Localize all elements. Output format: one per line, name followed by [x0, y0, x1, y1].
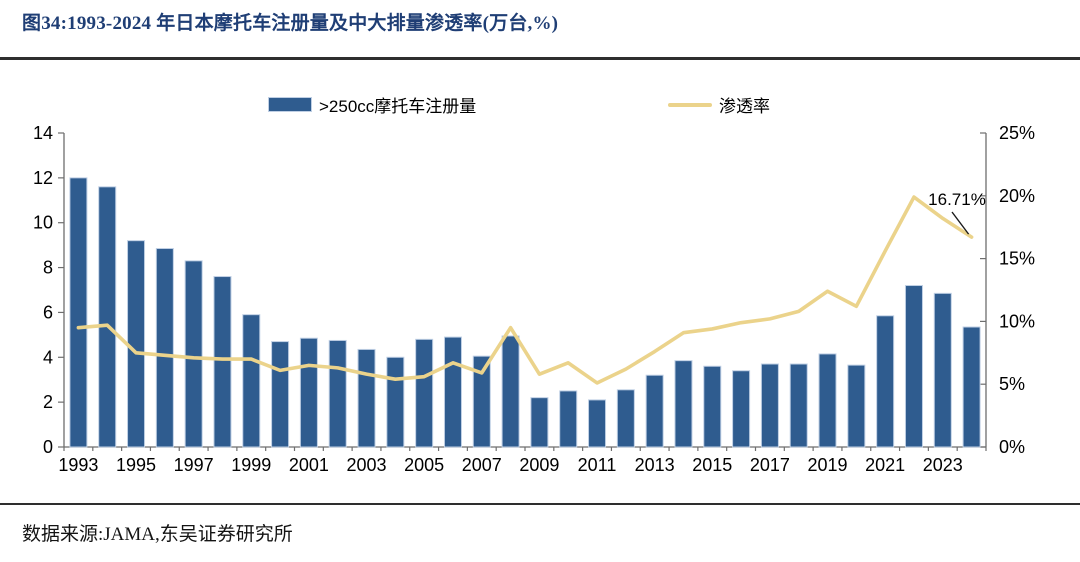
left-axis-tick-label: 12: [33, 168, 53, 188]
bar-2012: [616, 389, 635, 448]
right-axis-tick-label: 15%: [999, 249, 1035, 269]
x-axis-tick-label: 2021: [865, 455, 905, 475]
bar-1993: [69, 177, 88, 448]
bar-2022: [904, 285, 923, 448]
right-axis-tick-label: 25%: [999, 123, 1035, 143]
x-axis-tick-label: 2023: [923, 455, 963, 475]
left-axis-tick-label: 4: [43, 347, 53, 367]
bar-2018: [789, 363, 808, 448]
x-axis-tick-label: 2003: [347, 455, 387, 475]
right-axis-tick-label: 5%: [999, 374, 1025, 394]
bar-2017: [760, 363, 779, 448]
x-axis-tick-label: 2001: [289, 455, 329, 475]
legend-label-registrations: >250cc摩托车注册量: [319, 97, 477, 116]
x-axis-tick-label: 2007: [462, 455, 502, 475]
bar-2014: [674, 360, 693, 448]
title-divider: [0, 57, 1080, 60]
x-axis-tick-label: 1999: [231, 455, 271, 475]
x-axis-tick-label: 2019: [808, 455, 848, 475]
bar-2023: [933, 292, 952, 448]
bar-1996: [155, 248, 174, 448]
bar-2016: [732, 370, 751, 448]
x-axis-tick-label: 2017: [750, 455, 790, 475]
bar-2005: [415, 338, 434, 448]
bar-2004: [386, 356, 405, 448]
bar-2001: [299, 337, 318, 448]
axis-labels: 0 2 4 6 8 10 12 14 0% 5% 10% 15% 20% 25% 1993 1995 1997 1…: [33, 123, 1035, 475]
bar-2024: [962, 326, 981, 448]
x-axis-tick-label: 2011: [578, 455, 617, 475]
bar-1999: [242, 314, 261, 448]
bar-2020: [847, 364, 866, 448]
bar-2008: [501, 335, 520, 448]
right-axis-tick-label: 0%: [999, 437, 1025, 457]
figure-source: 数据来源:JAMA,东吴证券研究所: [22, 524, 293, 545]
bar-2011: [588, 399, 607, 448]
x-axis-tick-label: 2015: [692, 455, 732, 475]
bar-2019: [818, 353, 837, 448]
bar-2015: [703, 365, 722, 448]
right-axis-tick-label: 20%: [999, 186, 1035, 206]
bar-2009: [530, 397, 549, 448]
bar-2000: [271, 341, 290, 448]
bar-2021: [876, 315, 895, 448]
left-axis-tick-label: 8: [43, 258, 53, 278]
bar-series: [69, 177, 981, 448]
annotation-leader-line: [951, 211, 970, 235]
annotation-label: 16.71%: [928, 190, 986, 209]
left-axis-tick-label: 14: [33, 123, 53, 143]
footer-divider: [0, 503, 1080, 505]
bar-2003: [357, 348, 376, 448]
x-axis-tick-label: 1995: [116, 455, 156, 475]
legend-bar-swatch-icon: [268, 97, 312, 112]
legend-item-registrations: >250cc摩托车注册量: [268, 92, 476, 117]
figure-title: 图34:1993-2024 年日本摩托车注册量及中大排量渗透率(万台,%): [22, 13, 559, 34]
x-axis-tick-label: 2009: [519, 455, 559, 475]
bar-1998: [213, 276, 232, 448]
left-axis-tick-label: 2: [43, 392, 53, 412]
axis-ticks: [58, 132, 987, 451]
bar-2007: [472, 355, 491, 448]
bar-1997: [184, 260, 203, 448]
penetration-line: [76, 195, 974, 385]
x-axis-tick-label: 2005: [404, 455, 444, 475]
x-axis-tick-label: 2013: [635, 455, 675, 475]
bar-2010: [559, 390, 578, 448]
x-axis-tick-label: 1997: [174, 455, 214, 475]
left-axis-tick-label: 6: [43, 302, 53, 322]
bar-2013: [645, 374, 664, 448]
legend-label-penetration: 渗透率: [719, 97, 770, 116]
left-axis-tick-label: 10: [33, 213, 53, 233]
bar-1995: [127, 240, 146, 448]
left-axis-tick-label: 0: [43, 437, 53, 457]
bar-1994: [98, 186, 117, 448]
legend-line-swatch-icon: [668, 102, 712, 107]
right-axis-tick-label: 10%: [999, 311, 1035, 331]
bar-2006: [443, 336, 462, 448]
legend-item-penetration: 渗透率: [668, 92, 770, 117]
x-axis-tick-label: 1993: [58, 455, 98, 475]
bar-2002: [328, 339, 347, 448]
